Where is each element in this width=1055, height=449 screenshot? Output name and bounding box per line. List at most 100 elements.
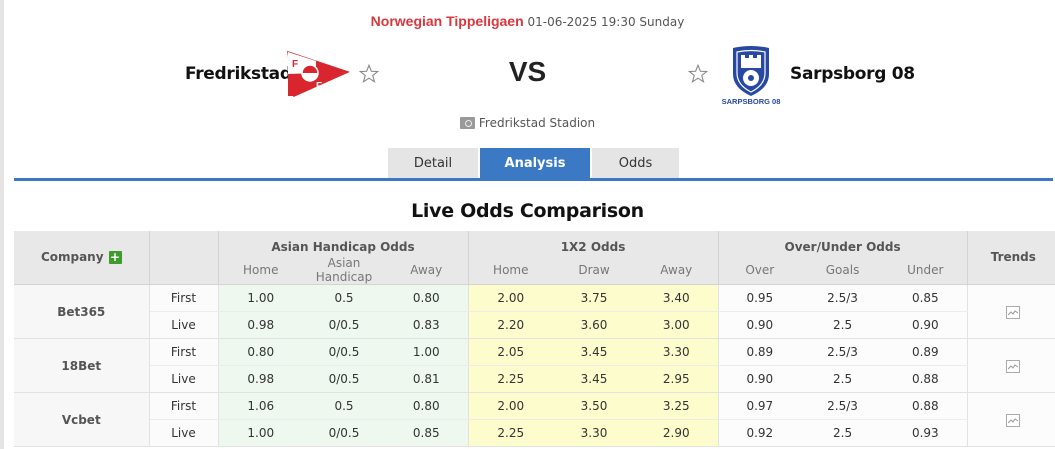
x12-away-odds[interactable]: 3.25 bbox=[635, 392, 719, 420]
odds-type: First bbox=[149, 338, 219, 366]
ou-under-odds[interactable]: 0.90 bbox=[884, 311, 968, 339]
x12-home-odds[interactable]: 2.05 bbox=[467, 338, 554, 366]
odds-type: First bbox=[149, 392, 219, 420]
ou-goals[interactable]: 2.5 bbox=[801, 365, 885, 393]
ah-handicap[interactable]: 0/0.5 bbox=[303, 311, 385, 339]
ou-over-odds[interactable]: 0.95 bbox=[717, 284, 802, 312]
trends-cell bbox=[966, 338, 1055, 393]
x12-draw-odds[interactable]: 3.60 bbox=[553, 311, 636, 339]
company-header: Company + bbox=[14, 231, 149, 285]
x12-home-odds[interactable]: 2.25 bbox=[467, 419, 554, 447]
ou-under-odds[interactable]: 0.93 bbox=[884, 419, 968, 447]
venue-name: Fredrikstad Stadion bbox=[478, 116, 596, 130]
x12-away-odds[interactable]: 3.00 bbox=[635, 311, 719, 339]
ou-goals[interactable]: 2.5/3 bbox=[801, 284, 885, 312]
ah-handicap[interactable]: 0/0.5 bbox=[303, 365, 385, 393]
ah-handicap[interactable]: 0.5 bbox=[303, 284, 385, 312]
x12-home-odds[interactable]: 2.00 bbox=[467, 392, 554, 420]
ah-away-odds[interactable]: 0.81 bbox=[385, 365, 469, 393]
trends-cell bbox=[966, 392, 1055, 447]
ou-over-odds[interactable]: 0.92 bbox=[717, 419, 802, 447]
trend-chart-icon[interactable] bbox=[1006, 413, 1021, 427]
ou-goals-header: Goals bbox=[801, 256, 885, 285]
home-team-logo[interactable]: F F bbox=[286, 50, 350, 98]
company-name[interactable]: Bet365 bbox=[14, 284, 150, 339]
ou-over-odds[interactable]: 0.90 bbox=[717, 311, 802, 339]
ou-over-odds[interactable]: 0.90 bbox=[717, 365, 802, 393]
ou-under-odds[interactable]: 0.85 bbox=[884, 284, 968, 312]
trends-header: Trends bbox=[966, 231, 1055, 285]
ah-home-odds[interactable]: 1.00 bbox=[217, 284, 303, 312]
x12-draw-odds[interactable]: 3.45 bbox=[553, 365, 636, 393]
tab-detail[interactable]: Detail bbox=[388, 148, 478, 179]
ah-away-odds[interactable]: 1.00 bbox=[385, 338, 469, 366]
table-row-live: Live 0.98 0/0.5 0.83 2.20 3.60 3.00 0.90… bbox=[14, 311, 1055, 339]
tab-odds[interactable]: Odds bbox=[592, 148, 679, 179]
odds-comparison-table: Company + Asian Handicap Odds 1X2 Odds Ov… bbox=[14, 231, 1055, 447]
ou-over-odds[interactable]: 0.97 bbox=[717, 392, 802, 420]
svg-text:F: F bbox=[292, 59, 298, 70]
ah-away-odds[interactable]: 0.85 bbox=[385, 419, 469, 447]
company-name[interactable]: Vcbet bbox=[14, 392, 150, 447]
ah-away-odds[interactable]: 0.80 bbox=[385, 392, 469, 420]
odds-type: First bbox=[149, 284, 219, 312]
x12-away-odds[interactable]: 2.90 bbox=[635, 419, 719, 447]
x12-home-odds[interactable]: 2.25 bbox=[467, 365, 554, 393]
ou-goals[interactable]: 2.5/3 bbox=[801, 392, 885, 420]
x12-draw-odds[interactable]: 3.50 bbox=[553, 392, 636, 420]
x12-draw-odds[interactable]: 3.75 bbox=[553, 284, 636, 312]
x12-draw-header: Draw bbox=[553, 256, 636, 285]
x12-home-odds[interactable]: 2.00 bbox=[467, 284, 554, 312]
trend-chart-icon[interactable] bbox=[1006, 305, 1021, 319]
ou-goals[interactable]: 2.5 bbox=[801, 419, 885, 447]
x12-draw-odds[interactable]: 3.45 bbox=[553, 338, 636, 366]
tab-analysis[interactable]: Analysis bbox=[480, 148, 590, 179]
ah-handicap[interactable]: 0.5 bbox=[303, 392, 385, 420]
ou-over-odds[interactable]: 0.89 bbox=[717, 338, 802, 366]
ah-handicap[interactable]: 0/0.5 bbox=[303, 419, 385, 447]
match-tabs: Detail Analysis Odds bbox=[388, 148, 679, 179]
add-company-plus-icon[interactable]: + bbox=[108, 249, 122, 264]
tab-underline bbox=[14, 178, 1053, 181]
ah-handicap[interactable]: 0/0.5 bbox=[303, 338, 385, 366]
asian-handicap-group-header: Asian Handicap Odds bbox=[217, 231, 469, 256]
x12-home-odds[interactable]: 2.20 bbox=[467, 311, 554, 339]
odds-type: Live bbox=[149, 419, 219, 447]
away-team-name[interactable]: Sarpsborg 08 bbox=[790, 64, 915, 84]
ou-goals[interactable]: 2.5/3 bbox=[801, 338, 885, 366]
ou-under-odds[interactable]: 0.89 bbox=[884, 338, 968, 366]
trend-chart-icon[interactable] bbox=[1006, 359, 1021, 373]
odds-type: Live bbox=[149, 311, 219, 339]
left-border-strip bbox=[0, 0, 4, 449]
ou-goals[interactable]: 2.5 bbox=[801, 311, 885, 339]
ah-home-odds[interactable]: 0.80 bbox=[217, 338, 303, 366]
ah-home-odds[interactable]: 0.98 bbox=[217, 311, 303, 339]
home-team-name[interactable]: Fredrikstad bbox=[185, 64, 292, 84]
stadium-icon bbox=[459, 117, 475, 129]
favorite-away-star-icon[interactable] bbox=[687, 63, 709, 85]
type-header bbox=[148, 231, 218, 285]
svg-text:SARPSBORG 08: SARPSBORG 08 bbox=[722, 97, 781, 106]
x12-away-odds[interactable]: 2.95 bbox=[635, 365, 719, 393]
ou-under-odds[interactable]: 0.88 bbox=[884, 392, 968, 420]
away-team-logo[interactable]: SARPSBORG 08 bbox=[719, 44, 783, 106]
ah-home-odds[interactable]: 1.00 bbox=[217, 419, 303, 447]
x12-away-header: Away bbox=[635, 256, 719, 285]
ah-home-odds[interactable]: 0.98 bbox=[217, 365, 303, 393]
favorite-home-star-icon[interactable] bbox=[358, 63, 380, 85]
odds-type: Live bbox=[149, 365, 219, 393]
table-row-live: Live 0.98 0/0.5 0.81 2.25 3.45 2.95 0.90… bbox=[14, 365, 1055, 393]
venue: Fredrikstad Stadion bbox=[0, 116, 1055, 130]
ou-under-odds[interactable]: 0.88 bbox=[884, 365, 968, 393]
table-row-live: Live 1.00 0/0.5 0.85 2.25 3.30 2.90 0.92… bbox=[14, 419, 1055, 447]
x12-draw-odds[interactable]: 3.30 bbox=[553, 419, 636, 447]
x12-away-odds[interactable]: 3.30 bbox=[635, 338, 719, 366]
company-name[interactable]: 18Bet bbox=[14, 338, 150, 393]
x12-away-odds[interactable]: 3.40 bbox=[635, 284, 719, 312]
ah-away-odds[interactable]: 0.83 bbox=[385, 311, 469, 339]
ah-home-odds[interactable]: 1.06 bbox=[217, 392, 303, 420]
ah-away-odds[interactable]: 0.80 bbox=[385, 284, 469, 312]
league-name[interactable]: Norwegian Tippeligaen bbox=[370, 13, 524, 29]
trends-cell bbox=[966, 284, 1055, 339]
match-header-line: Norwegian Tippeligaen 01-06-2025 19:30 S… bbox=[0, 13, 1055, 29]
